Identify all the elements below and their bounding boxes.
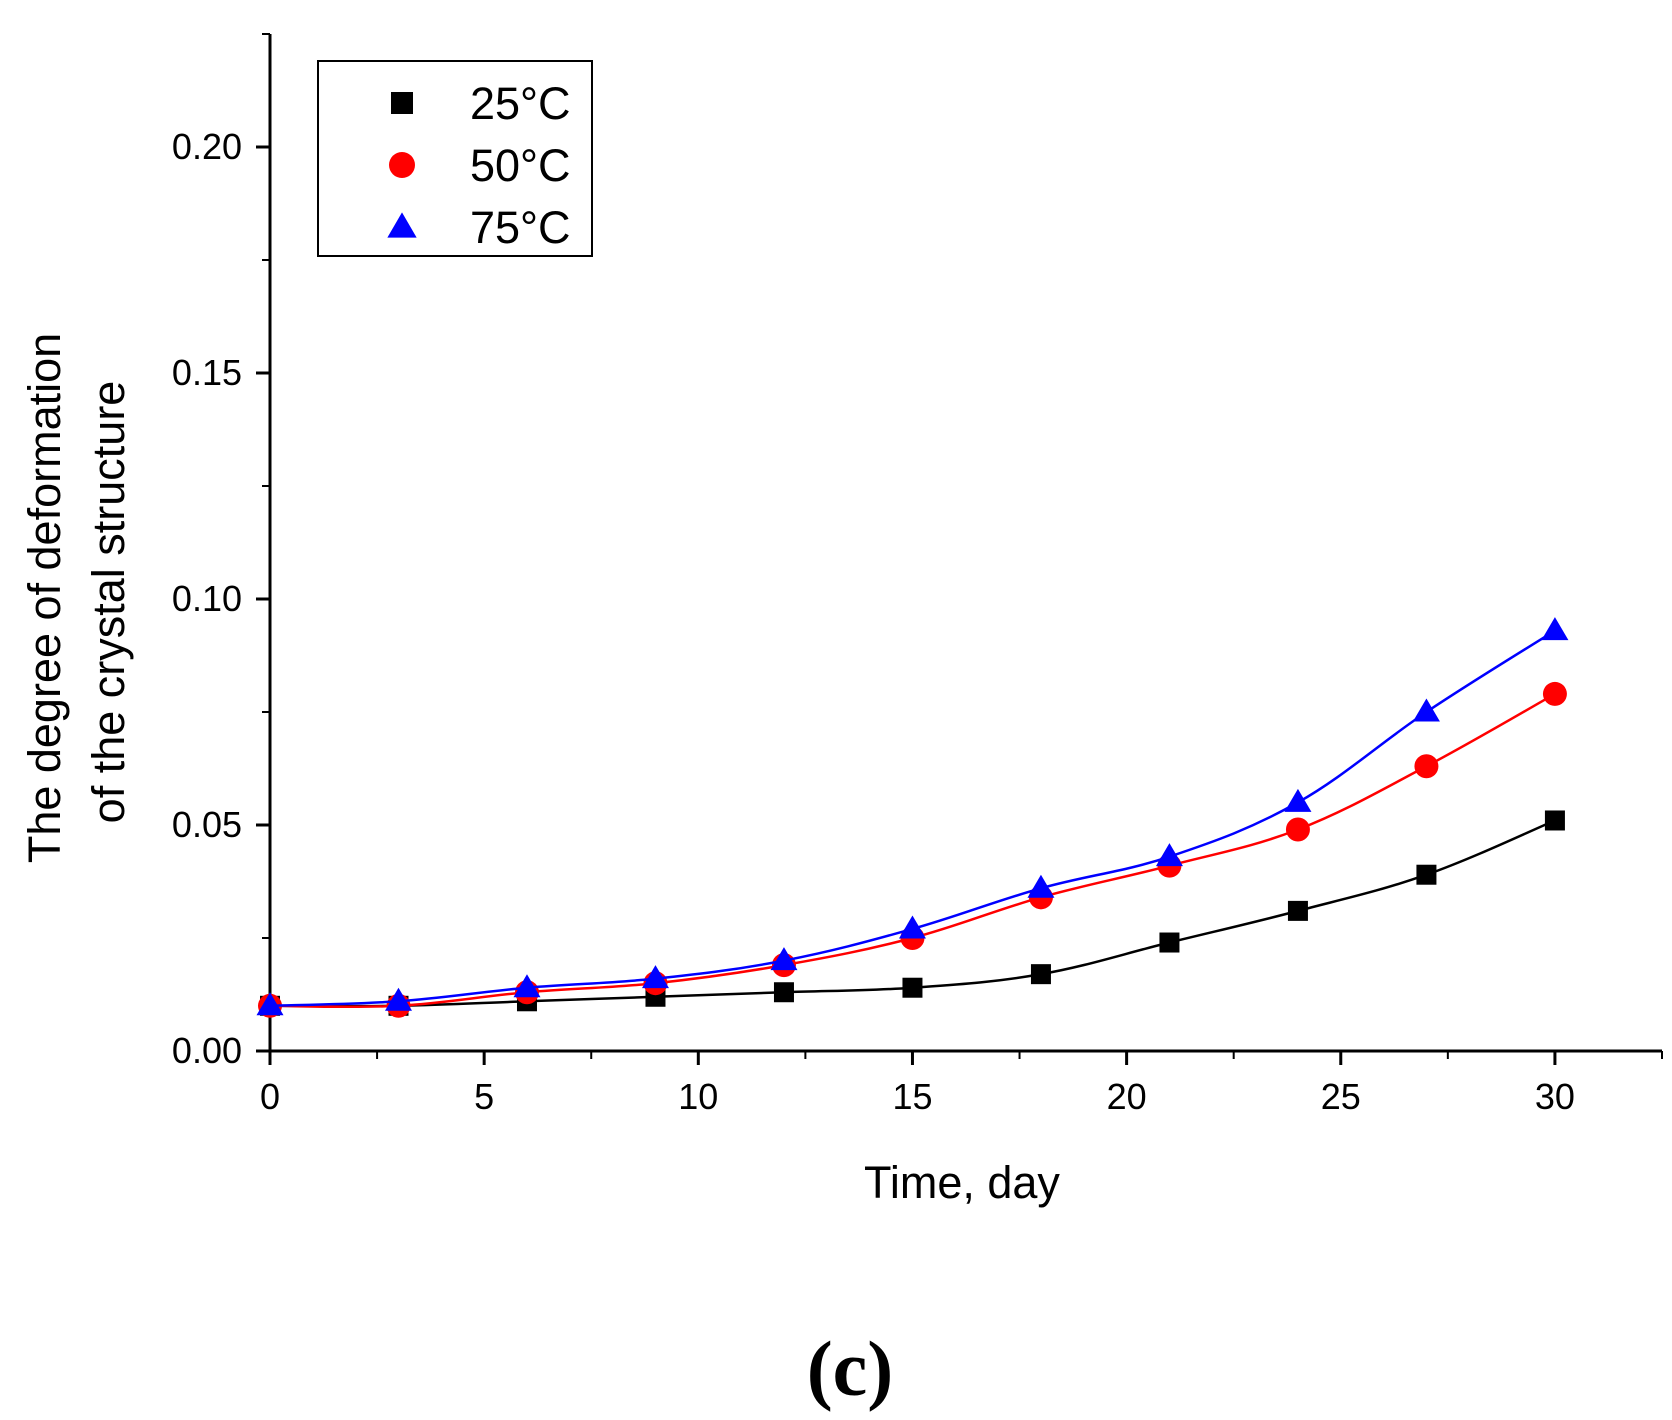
data-point [1030,964,1051,985]
legend-marker [389,152,415,178]
data-point [641,965,669,989]
panel-label: (c) [807,1325,894,1412]
x-tick-label: 15 [892,1076,932,1117]
data-point [513,974,541,998]
x-tick-label: 30 [1535,1076,1575,1117]
x-tick-label: 0 [260,1076,280,1117]
series-25c [260,810,1565,1016]
y-tick-label: 0.20 [172,126,242,167]
y-tick-label: 0.00 [172,1030,242,1071]
data-point [1416,864,1437,885]
series-50c [258,681,1567,1018]
y-axis-title-line-1: The degree of deformation [19,333,70,863]
x-tick-label: 5 [474,1076,494,1117]
data-point [256,992,284,1016]
x-axis-title: Time, day [864,1157,1060,1208]
legend-box [317,60,593,257]
data-point [902,977,923,998]
legend: 25°C 50°C 75°C [317,60,593,257]
data-point [898,915,926,939]
data-point [1284,788,1312,812]
data-point [1155,843,1183,867]
data-point [1159,932,1180,953]
data-point [1542,681,1567,706]
data-point [384,987,412,1011]
legend-label: 75°C [470,202,571,253]
y-tick-label: 0.05 [172,804,242,845]
data-point [770,947,798,971]
series-layer [256,617,1569,1018]
data-point [1287,900,1308,921]
data-point [1412,698,1440,722]
data-point [1414,754,1439,779]
legend-marker [391,92,413,114]
y-tick-label: 0.15 [172,352,242,393]
data-point [773,982,794,1003]
data-point [1027,874,1055,898]
y-axis-title-line-2: of the crystal structure [83,381,134,824]
data-point [1544,810,1565,831]
x-tick-label: 25 [1321,1076,1361,1117]
legend-label: 25°C [470,78,571,129]
legend-label: 50°C [470,140,571,191]
axes: 0 5 10 15 20 25 30 0.00 0.05 0.10 0.15 0.20 [172,33,1663,1117]
y-tick-label: 0.10 [172,578,242,619]
legend-marker [387,212,417,238]
data-point [1285,817,1310,842]
series-75c [256,617,1569,1016]
data-point [1541,617,1569,641]
series-line [269,692,1556,1009]
x-tick-label: 10 [678,1076,718,1117]
x-tick-label: 20 [1107,1076,1147,1117]
